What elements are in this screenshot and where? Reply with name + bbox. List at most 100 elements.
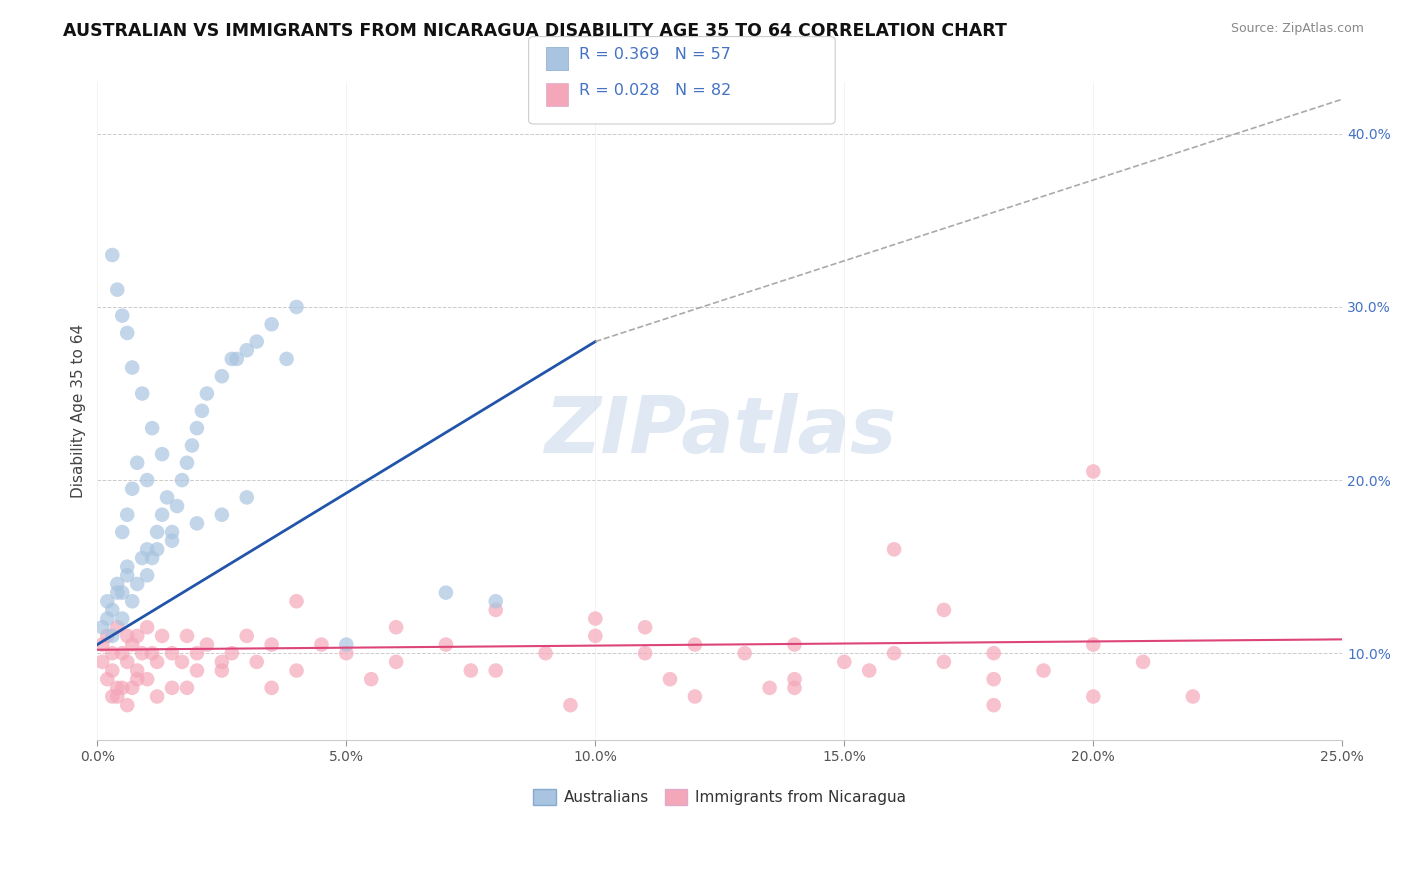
Point [127, 577, 149, 591]
Point [1083, 465, 1105, 479]
Point [121, 482, 143, 496]
Point [136, 568, 159, 582]
Point [186, 664, 208, 678]
Point [235, 491, 257, 505]
Point [434, 638, 457, 652]
Point [385, 620, 408, 634]
Point [131, 551, 153, 566]
Point [181, 438, 204, 452]
Point [170, 655, 193, 669]
Point [534, 646, 557, 660]
Point [335, 646, 357, 660]
Point [858, 664, 880, 678]
Point [111, 681, 134, 695]
Point [127, 664, 149, 678]
Point [96, 672, 118, 686]
Point [115, 629, 138, 643]
Point [195, 386, 218, 401]
Point [260, 318, 283, 332]
Point [115, 508, 138, 522]
Point [221, 646, 243, 660]
Point [485, 664, 508, 678]
Y-axis label: Disability Age 35 to 64: Disability Age 35 to 64 [72, 324, 86, 498]
Point [683, 690, 706, 704]
Point [485, 594, 508, 608]
Point [1132, 655, 1154, 669]
Point [121, 594, 143, 608]
Point [260, 681, 283, 695]
Point [360, 672, 382, 686]
Point [634, 646, 657, 660]
Point [311, 638, 333, 652]
Point [583, 611, 606, 625]
Point [111, 646, 134, 660]
Point [285, 664, 308, 678]
Point [983, 672, 1005, 686]
Point [115, 326, 138, 340]
Point [783, 638, 806, 652]
Point [146, 690, 169, 704]
Point [176, 681, 198, 695]
Point [146, 524, 169, 539]
Point [883, 646, 905, 660]
Point [186, 516, 208, 531]
Point [115, 698, 138, 713]
Point [883, 542, 905, 557]
Point [101, 646, 124, 660]
Point [225, 351, 247, 366]
Text: ZIPatlas: ZIPatlas [544, 392, 896, 468]
Point [166, 499, 188, 513]
Point [160, 681, 183, 695]
Point [115, 568, 138, 582]
Point [783, 681, 806, 695]
Point [105, 585, 128, 599]
Point [105, 577, 128, 591]
Point [186, 421, 208, 435]
Point [96, 611, 118, 625]
Point [91, 620, 114, 634]
Point [246, 655, 269, 669]
Point [683, 638, 706, 652]
Point [121, 360, 143, 375]
Point [221, 351, 243, 366]
Point [285, 300, 308, 314]
Point [285, 594, 308, 608]
Point [136, 542, 159, 557]
Point [485, 603, 508, 617]
Point [105, 620, 128, 634]
Point [758, 681, 780, 695]
Point [131, 646, 153, 660]
Point [111, 524, 134, 539]
Point [932, 655, 955, 669]
Point [783, 672, 806, 686]
Point [460, 664, 482, 678]
Point [235, 629, 257, 643]
Point [634, 620, 657, 634]
Point [101, 248, 124, 262]
Point [101, 603, 124, 617]
Text: Source: ZipAtlas.com: Source: ZipAtlas.com [1230, 22, 1364, 36]
Point [136, 672, 159, 686]
Point [150, 629, 173, 643]
Point [211, 369, 233, 384]
Point [146, 655, 169, 669]
Point [150, 508, 173, 522]
Point [160, 524, 183, 539]
Text: R = 0.369   N = 57: R = 0.369 N = 57 [579, 47, 731, 62]
Point [91, 655, 114, 669]
Text: R = 0.028   N = 82: R = 0.028 N = 82 [579, 83, 731, 97]
Point [131, 386, 153, 401]
Point [176, 629, 198, 643]
Point [115, 655, 138, 669]
Point [101, 690, 124, 704]
Point [127, 672, 149, 686]
Point [583, 629, 606, 643]
Point [160, 646, 183, 660]
Point [195, 638, 218, 652]
Point [211, 655, 233, 669]
Point [141, 551, 163, 566]
Point [127, 629, 149, 643]
Point [146, 542, 169, 557]
Point [141, 646, 163, 660]
Point [1083, 638, 1105, 652]
